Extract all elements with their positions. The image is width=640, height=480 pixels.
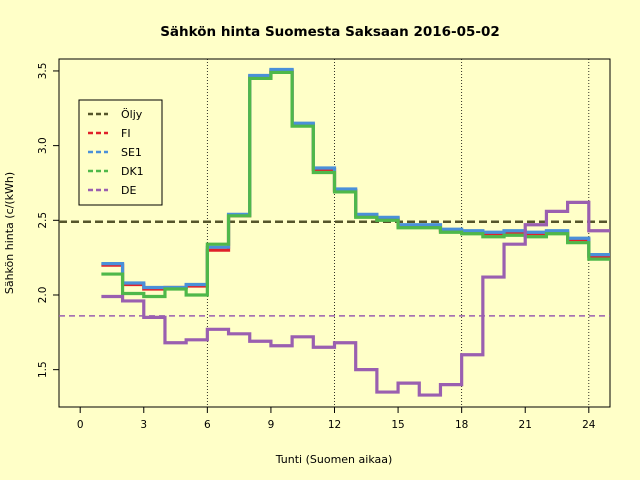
x-tick-label: 9 [268, 419, 275, 431]
x-tick-label: 6 [204, 419, 211, 431]
plot-area: 0 3 6 9 12 15 18 21 24 1.5 2.0 2.5 3.0 3.5 Öljy FI SE1 DK… [37, 58, 611, 431]
x-tick-label: 15 [391, 419, 404, 431]
y-tick-label: 2.5 [37, 212, 49, 229]
x-tick-label: 18 [455, 419, 468, 431]
series-group [59, 67, 610, 397]
x-tick-label: 21 [519, 419, 532, 431]
y-tick-label: 3.5 [37, 63, 49, 80]
x-tick-label: 0 [77, 419, 84, 431]
legend-label: DE [121, 184, 136, 197]
x-axis-label: Tunti (Suomen aikaa) [275, 453, 393, 466]
series-line-fi [101, 69, 610, 291]
series-line-se1 [101, 67, 610, 290]
legend-label: DK1 [121, 165, 144, 178]
x-tick-label: 12 [328, 419, 341, 431]
series-line-dk1 [101, 70, 610, 299]
x-tick-label: 24 [582, 419, 596, 431]
legend-label: SE1 [121, 146, 142, 159]
legend: Öljy FI SE1 DK1 DE [78, 99, 163, 206]
y-axis-label: Sähkön hinta (c/(kWh) [3, 172, 16, 294]
legend-label: Öljy [121, 108, 143, 121]
y-tick-label: 1.5 [37, 361, 49, 378]
y-tick-label: 2.0 [37, 287, 49, 304]
chart-title: Sähkön hinta Suomesta Saksaan 2016-05-02 [160, 24, 500, 40]
y-tick-label: 3.0 [37, 137, 49, 154]
series-line-de [101, 200, 610, 397]
legend-label: FI [121, 127, 131, 140]
x-tick-label: 3 [140, 419, 147, 431]
